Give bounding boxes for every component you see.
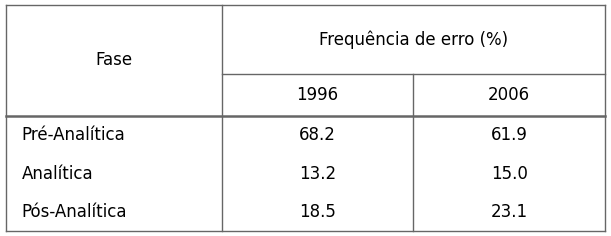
Text: 13.2: 13.2 (299, 165, 336, 183)
Text: Frequência de erro (%): Frequência de erro (%) (319, 30, 508, 49)
Text: Pós-Analítica: Pós-Analítica (21, 203, 127, 221)
Text: Fase: Fase (95, 51, 133, 69)
Text: 15.0: 15.0 (491, 165, 527, 183)
Text: 68.2: 68.2 (299, 126, 336, 144)
Text: 61.9: 61.9 (491, 126, 527, 144)
Text: 2006: 2006 (488, 86, 530, 104)
Text: Pré-Analítica: Pré-Analítica (21, 126, 125, 144)
Text: 18.5: 18.5 (299, 203, 336, 221)
Text: Analítica: Analítica (21, 165, 93, 183)
Text: 23.1: 23.1 (491, 203, 528, 221)
Text: 1996: 1996 (296, 86, 338, 104)
